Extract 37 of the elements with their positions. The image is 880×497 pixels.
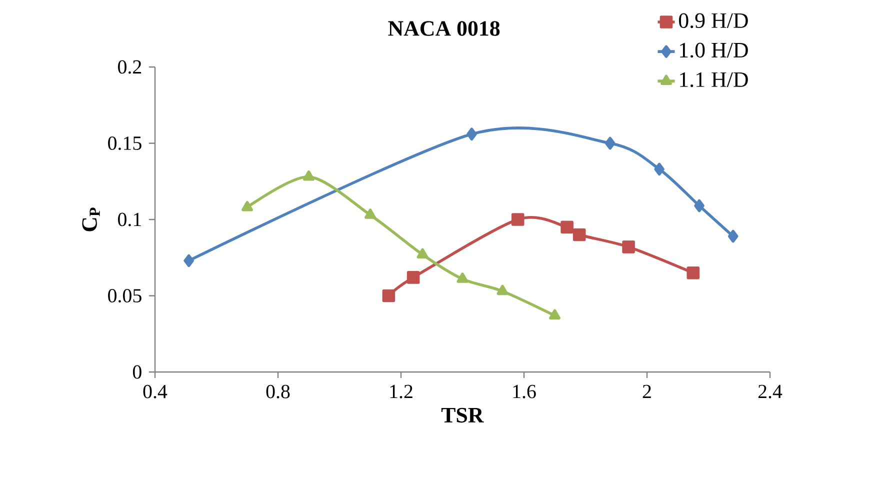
chart-title: NACA 0018 [388, 21, 500, 36]
x-tick-label: 2.4 [758, 384, 782, 398]
point [364, 208, 376, 219]
point [456, 272, 468, 283]
point [604, 136, 616, 150]
point [382, 289, 396, 302]
y-tick-label: 0.1 [118, 212, 141, 226]
x-axis-title: TSR [441, 408, 484, 423]
point [496, 284, 508, 296]
point [728, 230, 738, 243]
x-tick-label: 1.6 [513, 384, 536, 398]
x-tick-label: 2 [642, 384, 651, 398]
point [572, 228, 586, 242]
legend-label: 0.9 H/D [678, 13, 748, 28]
x-tick-label: 0.8 [266, 384, 290, 398]
x-tick-label: 1.2 [390, 384, 412, 398]
y-tick-label: 0.05 [108, 288, 142, 303]
y-tick-label: 0.15 [108, 136, 142, 150]
legend-label: 1.1 H/D [680, 72, 748, 88]
legend-label: 1.0 H/D [680, 42, 748, 58]
point [622, 240, 635, 254]
point [654, 162, 664, 176]
point [303, 170, 314, 181]
point [466, 128, 477, 140]
x-tick-label: 0.4 [143, 384, 168, 398]
text: C$_{P}$ [82, 208, 100, 232]
point [686, 266, 700, 280]
y-tick-label: 0 [132, 365, 142, 379]
point [242, 200, 253, 212]
point [184, 254, 194, 268]
y-tick-label: 0.2 [118, 60, 142, 74]
point [416, 248, 428, 258]
point [406, 271, 420, 284]
point [560, 220, 574, 234]
point [511, 213, 524, 226]
point [694, 199, 704, 212]
point [549, 309, 560, 320]
